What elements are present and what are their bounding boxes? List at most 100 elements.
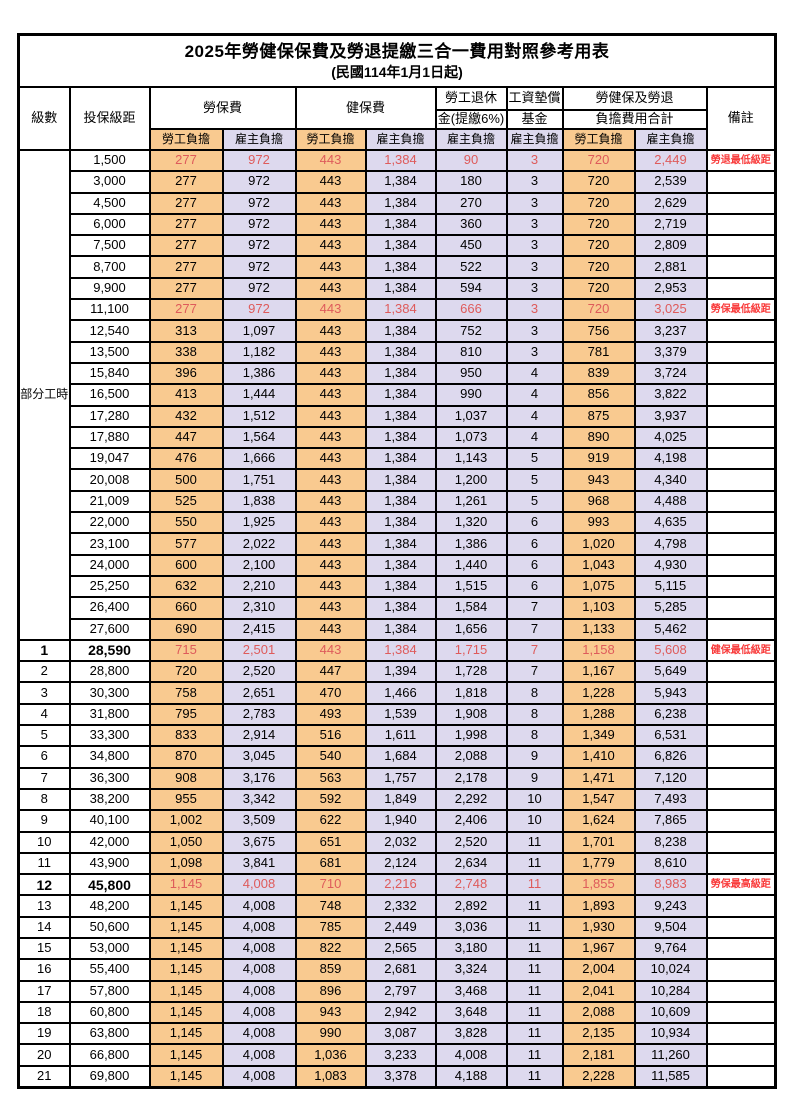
fee-cell: 1,073 bbox=[434, 425, 508, 450]
remark-cell bbox=[705, 276, 777, 301]
fee-cell: 1,384 bbox=[364, 553, 437, 577]
fee-cell: 3,724 bbox=[633, 361, 708, 386]
bracket-cell: 21,009 bbox=[68, 489, 151, 514]
fee-cell: 1,288 bbox=[561, 702, 636, 727]
fee-cell: 443 bbox=[294, 468, 367, 492]
fee-cell: 5 bbox=[505, 489, 564, 514]
fee-cell: 3 bbox=[505, 170, 564, 194]
fee-cell: 3,675 bbox=[221, 830, 297, 854]
subheader-health-employee: 勞工負擔 bbox=[294, 128, 367, 151]
fee-cell: 3,828 bbox=[434, 1022, 508, 1046]
fee-cell: 10,024 bbox=[633, 958, 708, 982]
fee-cell: 4,008 bbox=[221, 915, 297, 939]
fee-cell: 11 bbox=[505, 936, 564, 961]
fee-cell: 1,444 bbox=[221, 383, 297, 407]
bracket-cell: 57,800 bbox=[68, 979, 151, 1003]
fee-cell: 681 bbox=[294, 851, 367, 876]
fee-cell: 4,008 bbox=[221, 1000, 297, 1025]
fee-cell: 1,386 bbox=[221, 361, 297, 386]
fee-cell: 651 bbox=[294, 830, 367, 854]
fee-cell: 8,610 bbox=[633, 851, 708, 876]
bracket-cell: 13,500 bbox=[68, 340, 151, 364]
table-row: 7 36,300 908 3,176 563 1,757 2,178 9 1,471 7,120 bbox=[17, 766, 777, 790]
remark-cell bbox=[705, 511, 777, 535]
fee-cell: 1,751 bbox=[221, 468, 297, 492]
fee-cell: 1,182 bbox=[221, 340, 297, 364]
fee-cell: 7,865 bbox=[633, 809, 708, 833]
fee-cell: 1,320 bbox=[434, 511, 508, 535]
fee-cell: 11 bbox=[505, 1022, 564, 1046]
fee-cell: 1,145 bbox=[148, 894, 224, 918]
fee-cell: 2,539 bbox=[633, 170, 708, 194]
remark-cell bbox=[705, 596, 777, 620]
fee-cell: 4,635 bbox=[633, 511, 708, 535]
remark-cell: 勞保最低級距 bbox=[705, 298, 777, 322]
fee-cell: 2,953 bbox=[633, 276, 708, 301]
fee-cell: 2,022 bbox=[221, 532, 297, 556]
level-cell: 7 bbox=[17, 766, 71, 790]
fee-cell: 1,818 bbox=[434, 681, 508, 705]
bracket-cell: 24,000 bbox=[68, 553, 151, 577]
fee-cell: 540 bbox=[294, 745, 367, 769]
remark-cell bbox=[705, 553, 777, 577]
table-row: 8 38,200 955 3,342 592 1,849 2,292 10 1,547 7,493 bbox=[17, 787, 777, 812]
fee-cell: 1,384 bbox=[364, 468, 437, 492]
fee-cell: 2,004 bbox=[561, 958, 636, 982]
fee-cell: 666 bbox=[434, 298, 508, 322]
table-row: 9 40,100 1,002 3,509 622 1,940 2,406 10 1,624 7,8… bbox=[17, 809, 777, 833]
fee-cell: 5 bbox=[505, 447, 564, 471]
fee-cell: 443 bbox=[294, 383, 367, 407]
fee-cell: 1,037 bbox=[434, 404, 508, 428]
fee-cell: 277 bbox=[148, 148, 224, 173]
table-row: 24,000 600 2,100 443 1,384 1,440 6 1,043 4,930 bbox=[19, 553, 777, 577]
fee-cell: 4,488 bbox=[633, 489, 708, 514]
fee-cell: 6,238 bbox=[633, 702, 708, 727]
fee-cell: 3,025 bbox=[633, 298, 708, 322]
remark-cell bbox=[705, 979, 777, 1003]
fee-cell: 11 bbox=[505, 894, 564, 918]
fee-cell: 1,384 bbox=[364, 489, 437, 514]
fee-cell: 4,008 bbox=[221, 894, 297, 918]
fee-cell: 1,384 bbox=[364, 234, 437, 258]
fee-cell: 720 bbox=[561, 234, 636, 258]
table-row: 12 45,800 1,145 4,008 710 2,216 2,748 11 1,855 8,… bbox=[17, 873, 777, 897]
fee-cell: 720 bbox=[561, 148, 636, 173]
fee-cell: 972 bbox=[221, 234, 297, 258]
fee-cell: 7 bbox=[505, 638, 564, 663]
fee-cell: 1,384 bbox=[364, 212, 437, 237]
fee-cell: 1,684 bbox=[364, 745, 437, 769]
fee-cell: 9,504 bbox=[633, 915, 708, 939]
fee-cell: 11 bbox=[505, 1043, 564, 1067]
fee-cell: 3,822 bbox=[633, 383, 708, 407]
fee-cell: 4,008 bbox=[221, 958, 297, 982]
bracket-cell: 48,200 bbox=[68, 894, 151, 918]
remark-cell bbox=[705, 212, 777, 237]
fee-cell: 3 bbox=[505, 276, 564, 301]
fee-cell: 972 bbox=[221, 148, 297, 173]
fee-cell: 443 bbox=[294, 638, 367, 663]
fee-cell: 577 bbox=[148, 532, 224, 556]
fee-cell: 447 bbox=[148, 425, 224, 450]
fee-cell: 7 bbox=[505, 596, 564, 620]
level-cell: 6 bbox=[17, 745, 71, 769]
level-cell: 20 bbox=[17, 1043, 71, 1067]
fee-cell: 1,145 bbox=[148, 1064, 224, 1089]
fee-cell: 3,180 bbox=[434, 936, 508, 961]
table-row: 13,500 338 1,182 443 1,384 810 3 781 3,379 bbox=[19, 340, 777, 364]
col-header-wage-fund-line2: 基金 bbox=[505, 109, 564, 130]
fee-cell: 4,008 bbox=[221, 1022, 297, 1046]
remark-cell bbox=[705, 170, 777, 194]
remark-cell: 健保最低級距 bbox=[705, 638, 777, 663]
fee-cell: 443 bbox=[294, 212, 367, 237]
fee-cell: 3,468 bbox=[434, 979, 508, 1003]
table-row: 23,100 577 2,022 443 1,384 1,386 6 1,020 4,798 bbox=[19, 532, 777, 556]
fee-cell: 11 bbox=[505, 1000, 564, 1025]
fee-cell: 4,008 bbox=[221, 873, 297, 897]
bracket-cell: 1,500 bbox=[68, 148, 151, 173]
fee-cell: 972 bbox=[221, 276, 297, 301]
table-row: 27,600 690 2,415 443 1,384 1,656 7 1,133 5,462 bbox=[19, 617, 777, 641]
table-row: 16 55,400 1,145 4,008 859 2,681 3,324 11 2,004 10… bbox=[17, 958, 777, 982]
table-row: 2 28,800 720 2,520 447 1,394 1,728 7 1,167 5,649 bbox=[17, 660, 777, 684]
fee-cell: 1,167 bbox=[561, 660, 636, 684]
remark-cell bbox=[705, 766, 777, 790]
